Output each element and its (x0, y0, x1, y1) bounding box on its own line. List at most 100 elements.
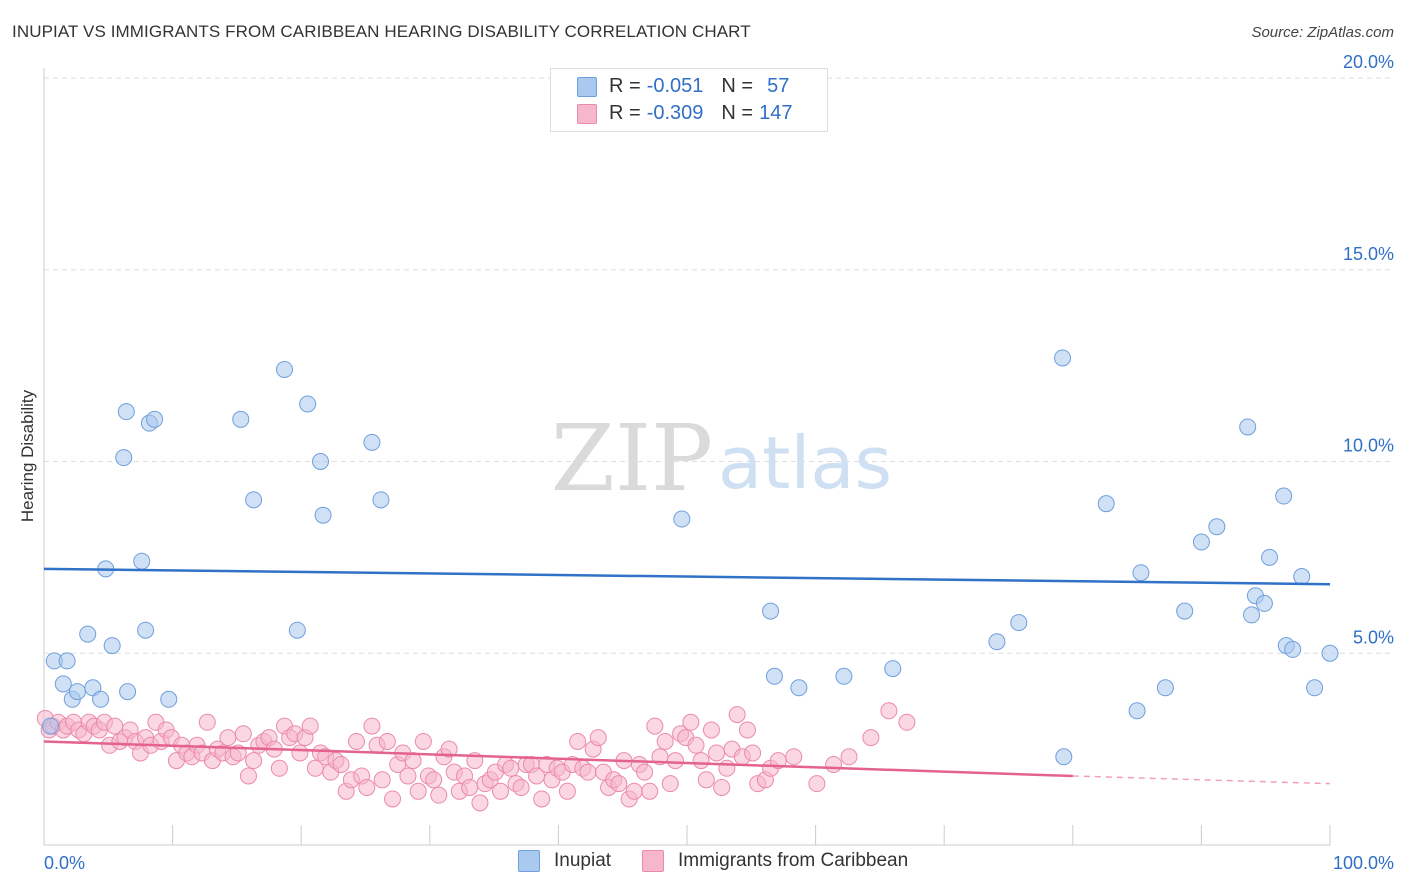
caribbean-point (347, 732, 365, 750)
y-tick-label: 20.0% (1343, 52, 1394, 72)
caribbean-point (270, 759, 288, 777)
inupiat-point (1054, 349, 1072, 367)
inupiat-point (299, 395, 317, 413)
inupiat-point (1284, 640, 1302, 658)
legend-item-caribbean: Immigrants from Caribbean (642, 850, 908, 872)
inupiat-point (673, 510, 691, 528)
caribbean-point (825, 755, 843, 773)
inupiat-point (1097, 495, 1115, 513)
inupiat-point (1239, 418, 1257, 436)
inupiat-point (884, 660, 902, 678)
caribbean-point (425, 771, 443, 789)
caribbean-point (661, 775, 679, 793)
watermark-zip: ZIP (551, 405, 713, 512)
series-legend: Inupiat Immigrants from Caribbean (0, 850, 1406, 880)
caribbean-point (399, 767, 417, 785)
caribbean-trend-extension (1072, 775, 1331, 785)
inupiat-point (765, 667, 783, 685)
n-value: 147 (759, 101, 793, 124)
tick-labels: 5.0% 10.0% 15.0% 20.0% 0.0% 100.0% (44, 52, 1394, 873)
inupiat-point (160, 690, 178, 708)
caribbean-point (708, 744, 726, 762)
caribbean-point (728, 706, 746, 724)
caribbean-point (656, 732, 674, 750)
inupiat-point (275, 360, 293, 378)
caribbean-point (666, 752, 684, 770)
caribbean-point (702, 721, 720, 739)
caribbean-point (245, 752, 263, 770)
caribbean-point (239, 767, 257, 785)
inupiat-point (1128, 702, 1146, 720)
caribbean-point (414, 732, 432, 750)
inupiat-point (103, 637, 121, 655)
inupiat-point (1261, 548, 1279, 566)
inupiat-point (1275, 487, 1293, 505)
legend-row-inupiat: R = -0.051 N = 57 (609, 73, 789, 99)
legend-swatch-inupiat (518, 850, 540, 872)
inupiat-point (988, 633, 1006, 651)
chart-title: INUPIAT VS IMMIGRANTS FROM CARIBBEAN HEA… (12, 22, 751, 41)
caribbean-point (492, 782, 510, 800)
caribbean-point (378, 732, 396, 750)
inupiat-point (1176, 602, 1194, 620)
caribbean-point (569, 732, 587, 750)
caribbean-point (641, 782, 659, 800)
caribbean-point (512, 778, 530, 796)
caribbean-point (808, 775, 826, 793)
caribbean-point (461, 778, 479, 796)
legend-label-inupiat: Inupiat (554, 850, 612, 871)
inupiat-point (119, 683, 137, 701)
inupiat-point (146, 410, 164, 428)
inupiat-trend-line (43, 567, 1331, 586)
caribbean-point (692, 752, 710, 770)
inupiat-point (137, 621, 155, 639)
x-tick-label-min: 0.0% (44, 853, 85, 873)
inupiat-point (1208, 518, 1226, 536)
caribbean-point (471, 794, 489, 812)
inupiat-point (58, 652, 76, 670)
y-tick-label: 5.0% (1353, 627, 1394, 647)
inupiat-point (41, 717, 59, 735)
inupiat-point (79, 625, 97, 643)
caribbean-point (384, 790, 402, 808)
legend-swatch-inupiat (577, 77, 597, 97)
caribbean-point (682, 713, 700, 731)
caribbean-point (785, 748, 803, 766)
gridlines (44, 77, 1394, 654)
caribbean-point (636, 763, 654, 781)
n-label: N = (721, 101, 754, 124)
r-value: -0.051 (646, 74, 704, 97)
r-label: R = (609, 101, 641, 124)
caribbean-point (219, 729, 237, 747)
inupiat-point (1306, 679, 1324, 697)
inupiat-point (232, 410, 250, 428)
inupiat-point (314, 506, 332, 524)
caribbean-point (430, 786, 448, 804)
caribbean-point (625, 782, 643, 800)
inupiat-point (790, 679, 808, 697)
caribbean-point (718, 759, 736, 777)
caribbean-point (579, 763, 597, 781)
legend-swatch-caribbean (577, 104, 597, 124)
n-value: 57 (767, 74, 790, 97)
inupiat-point (1156, 679, 1174, 697)
inupiat-point (835, 667, 853, 685)
watermark-atlas: atlas (718, 421, 892, 505)
inupiat-point (762, 602, 780, 620)
r-label: R = (609, 74, 641, 97)
n-label: N = (721, 74, 754, 97)
inupiat-point (372, 491, 390, 509)
caribbean-point (373, 771, 391, 789)
caribbean-point (198, 713, 216, 731)
inupiat-point (133, 552, 151, 570)
legend-label-caribbean: Immigrants from Caribbean (678, 850, 909, 871)
caribbean-point (610, 775, 628, 793)
inupiat-point (68, 683, 86, 701)
inupiat-point (311, 453, 329, 470)
caribbean-point (409, 782, 427, 800)
inupiat-point (1255, 594, 1273, 612)
caribbean-point (898, 713, 916, 731)
legend-item-inupiat: Inupiat (518, 850, 611, 872)
inupiat-point (1243, 606, 1261, 624)
